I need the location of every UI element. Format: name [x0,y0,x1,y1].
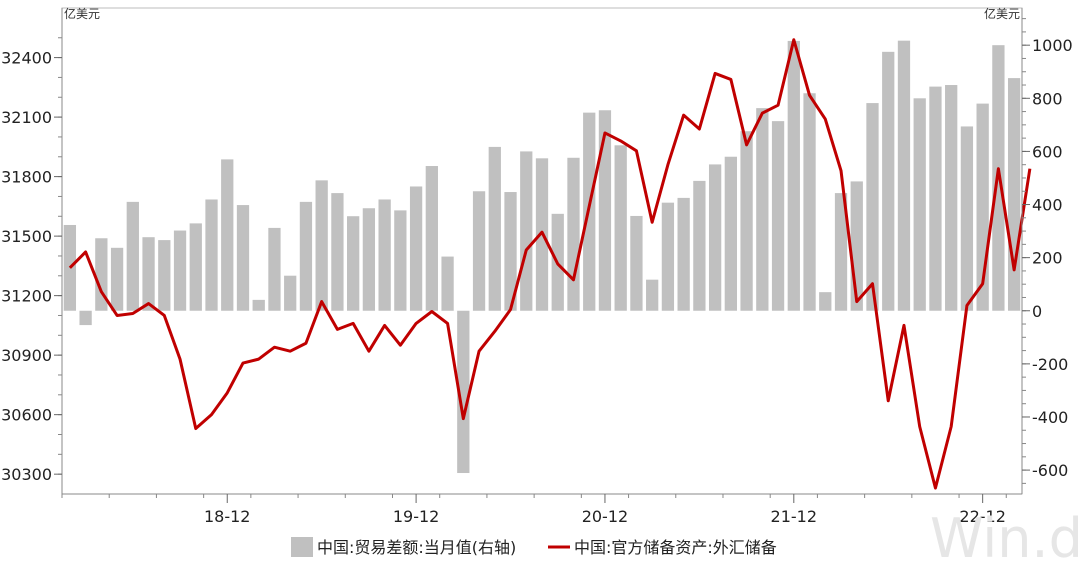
bar [945,85,958,311]
bar [787,40,800,311]
left-tick-label: 31800 [1,168,52,187]
bar [724,156,737,311]
bar [803,93,816,311]
bar [834,193,848,311]
bar [142,237,155,311]
bar [347,216,360,311]
bar [693,180,706,311]
right-tick-label: 1000 [1032,36,1073,55]
bar [567,157,580,311]
bar [95,238,108,311]
bar [819,292,832,311]
bar [331,193,344,311]
right-tick-label: 600 [1032,142,1063,161]
bar [126,201,139,311]
x-tick-label: 18-12 [204,507,251,526]
legend-line-label: 中国:官方储备资产:外汇储备 [574,538,777,557]
bar [598,110,612,311]
bar [614,145,627,311]
bar [315,180,328,311]
left-tick-label: 30900 [1,346,52,365]
bar [158,240,171,311]
left-axis-unit: 亿美元 [64,6,100,21]
bar [740,131,753,311]
legend-bar-label: 中国:贸易差额:当月值(右轴) [317,538,516,557]
bar [1007,78,1021,311]
x-tick-label: 19-12 [393,507,440,526]
legend: 中国:贸易差额:当月值(右轴) 中国:官方储备资产:外汇储备 [291,537,777,557]
bar [236,205,250,311]
bar [771,121,785,311]
bar [284,275,297,311]
left-tick-label: 31200 [1,287,52,306]
right-tick-label: -400 [1032,408,1068,427]
right-axis-unit: 亿美元 [984,6,1020,21]
bar [756,108,769,311]
bar [504,192,517,311]
right-tick-label: -200 [1032,355,1068,374]
bar [929,86,942,311]
left-tick-label: 30300 [1,465,52,484]
bar [661,202,675,311]
right-tick-label: 400 [1032,196,1063,215]
x-tick-label: 21-12 [771,507,818,526]
bar [882,51,895,311]
bar [362,208,376,311]
bar [394,210,407,311]
bar [110,247,124,311]
bar [425,166,438,311]
bar [205,199,218,311]
bar [520,151,533,311]
bar [457,310,470,474]
bar [472,191,486,311]
bar [221,159,234,311]
bar [646,279,659,311]
bar [299,201,313,311]
bar [866,103,879,311]
x-tick-label: 20-12 [582,507,629,526]
bar [488,146,501,311]
bar [913,98,926,311]
bar [409,186,423,311]
left-tick-label: 30600 [1,406,52,425]
legend-bar-swatch [291,537,313,557]
trade-balance-bars [63,40,1021,474]
left-tick-label: 32100 [1,108,52,127]
bar [897,40,911,311]
right-tick-label: -600 [1032,461,1068,480]
bar [268,227,281,311]
left-tick-label: 31500 [1,227,52,246]
bar [630,215,643,311]
bar [677,197,690,311]
bar [960,126,974,311]
watermark: Win.d [930,507,1080,561]
right-tick-label: 0 [1032,302,1042,321]
bar [173,230,187,311]
bar [441,256,454,311]
bar [79,310,92,326]
bar [189,223,202,311]
right-tick-label: 200 [1032,249,1063,268]
x-tick-label: 22-12 [959,507,1006,526]
right-tick-label: 800 [1032,89,1063,108]
left-tick-label: 32400 [1,49,52,68]
bar [708,164,722,311]
bar [252,299,265,311]
fx-reserves-line [68,38,1032,490]
axes: 30300 30600 30900 31200 31500 31800 32100 32400… [1,6,1073,526]
bar [378,199,391,311]
